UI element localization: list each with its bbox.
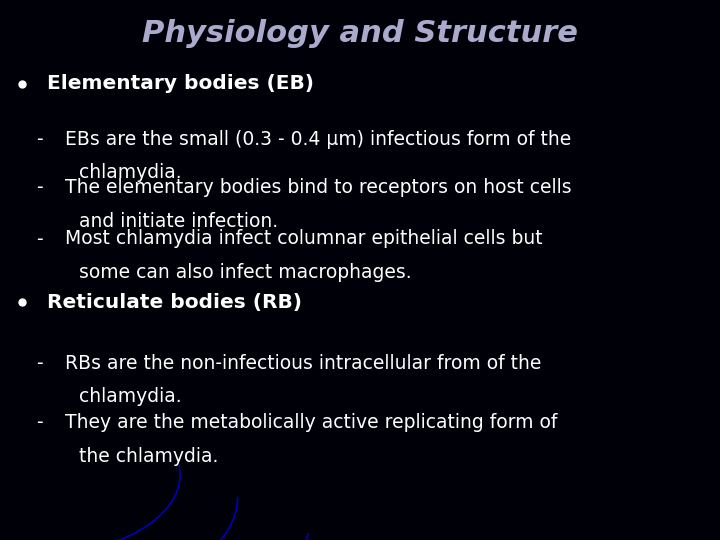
Text: RBs are the non-infectious intracellular from of the: RBs are the non-infectious intracellular…	[65, 354, 541, 373]
Text: -: -	[36, 413, 43, 432]
Text: They are the metabolically active replicating form of: They are the metabolically active replic…	[65, 413, 557, 432]
Text: -: -	[36, 178, 43, 197]
Text: EBs are the small (0.3 - 0.4 μm) infectious form of the: EBs are the small (0.3 - 0.4 μm) infecti…	[65, 130, 571, 148]
Text: Reticulate bodies (RB): Reticulate bodies (RB)	[47, 293, 302, 312]
Text: chlamydia.: chlamydia.	[79, 387, 182, 406]
Text: -: -	[36, 130, 43, 148]
Text: -: -	[36, 230, 43, 248]
Text: Elementary bodies (EB): Elementary bodies (EB)	[47, 74, 314, 93]
Text: the chlamydia.: the chlamydia.	[79, 447, 219, 465]
Text: some can also infect macrophages.: some can also infect macrophages.	[79, 263, 412, 282]
Text: chlamydia.: chlamydia.	[79, 163, 182, 182]
Text: -: -	[36, 354, 43, 373]
Text: The elementary bodies bind to receptors on host cells: The elementary bodies bind to receptors …	[65, 178, 572, 197]
Text: Most chlamydia infect columnar epithelial cells but: Most chlamydia infect columnar epithelia…	[65, 230, 542, 248]
Text: and initiate infection.: and initiate infection.	[79, 212, 279, 231]
Text: Physiology and Structure: Physiology and Structure	[142, 19, 578, 48]
